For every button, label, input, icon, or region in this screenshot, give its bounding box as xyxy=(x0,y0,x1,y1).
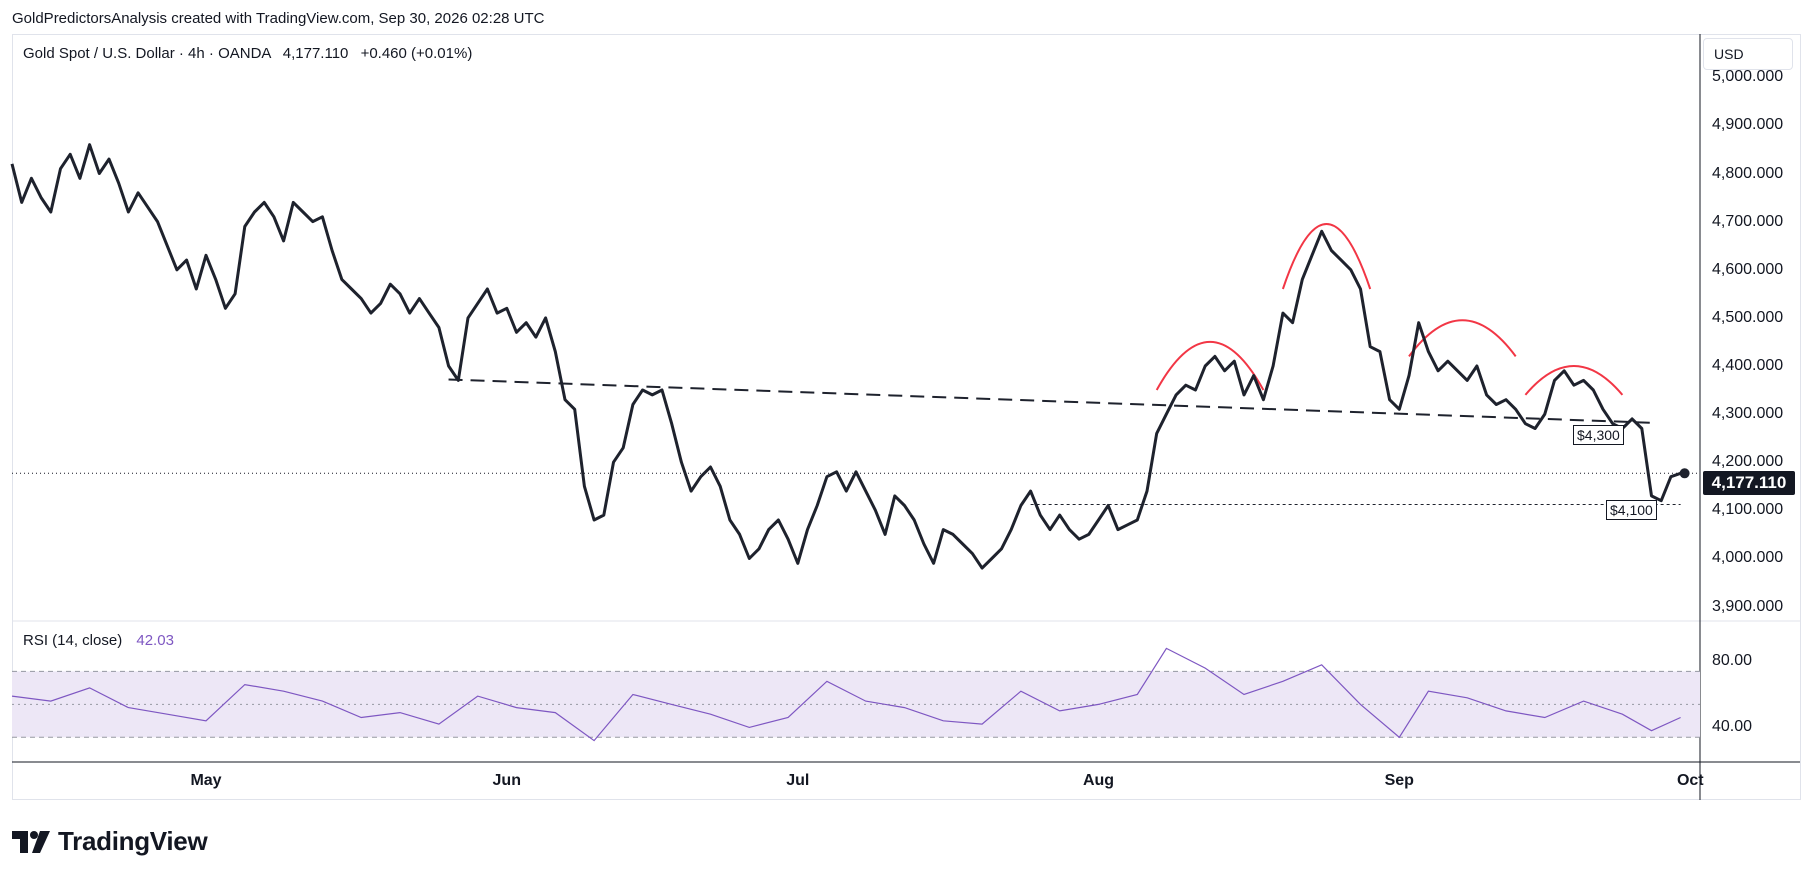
rsi-axis-tick: 80.00 xyxy=(1712,652,1753,670)
time-axis-tick: Oct xyxy=(1676,772,1704,789)
price-axis-tick: 4,400.000 xyxy=(1712,356,1784,374)
price-axis-tick: 4,600.000 xyxy=(1712,260,1784,278)
rsi-label[interactable]: RSI (14, close) xyxy=(23,632,123,649)
last-price-value: 4,177.110 xyxy=(282,45,349,62)
annotation-4100[interactable]: $4,100 xyxy=(1606,500,1657,520)
last-price-tag: 4,177.110 xyxy=(1703,471,1795,495)
last-price-dot xyxy=(1679,468,1690,479)
time-axis-tick: Jun xyxy=(492,772,521,789)
attribution-text: GoldPredictorsAnalysis created with Trad… xyxy=(12,10,545,27)
price-axis-tick: 4,000.000 xyxy=(1712,549,1784,567)
price-pane xyxy=(10,143,1690,570)
time-axis-tick: Aug xyxy=(1082,772,1115,789)
rsi-legend[interactable]: RSI (14, close) 42.03 xyxy=(23,632,174,649)
rsi-pane xyxy=(11,647,1700,742)
price-axis-tick: 4,200.000 xyxy=(1712,453,1784,471)
symbol-name[interactable]: Gold Spot / U.S. Dollar · 4h · OANDA xyxy=(23,45,271,62)
price-axis-tick: 5,000.000 xyxy=(1712,68,1784,86)
rsi-line xyxy=(11,647,1681,742)
change-value: +0.460 (+0.01%) xyxy=(360,45,473,62)
price-axis-tick: 4,300.000 xyxy=(1712,405,1784,423)
time-axis-tick: May xyxy=(190,772,222,789)
pattern-arc-1[interactable] xyxy=(1155,340,1265,391)
symbol-legend[interactable]: Gold Spot / U.S. Dollar · 4h · OANDA 4,1… xyxy=(23,45,472,62)
price-axis-tick: 4,900.000 xyxy=(1712,116,1784,134)
tradingview-logo[interactable]: TradingView xyxy=(12,826,208,857)
neckline[interactable] xyxy=(448,378,1652,424)
pattern-arc-3[interactable] xyxy=(1408,319,1517,357)
price-axis-tick: 4,100.000 xyxy=(1712,501,1784,519)
time-axis-tick: Sep xyxy=(1384,772,1414,789)
annotation-4300[interactable]: $4,300 xyxy=(1573,425,1624,445)
price-line xyxy=(10,143,1682,570)
price-axis-tick: 4,800.000 xyxy=(1712,164,1784,182)
price-axis-tick: 4,500.000 xyxy=(1712,308,1784,326)
rsi-value: 42.03 xyxy=(136,632,174,649)
pattern-arc-2[interactable] xyxy=(1281,223,1372,290)
tradingview-brand: TradingView xyxy=(58,826,208,856)
price-axis-tick: 4,700.000 xyxy=(1712,212,1784,230)
rsi-band xyxy=(12,671,1700,738)
pattern-arc-4[interactable] xyxy=(1524,365,1624,396)
trendlines xyxy=(12,223,1700,506)
price-axis-tick: 3,900.000 xyxy=(1712,597,1784,615)
tradingview-logo-icon xyxy=(12,830,50,853)
rsi-axis-tick: 40.00 xyxy=(1712,718,1753,736)
chart-frame xyxy=(12,34,1801,800)
currency-button[interactable]: USD xyxy=(1703,38,1793,70)
time-axis-tick: Jul xyxy=(786,772,810,789)
